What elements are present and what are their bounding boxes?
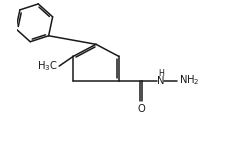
Text: H: H xyxy=(158,69,164,78)
Text: NH$_2$: NH$_2$ xyxy=(179,74,199,87)
Text: O: O xyxy=(138,104,145,114)
Text: H$_3$C: H$_3$C xyxy=(37,59,58,73)
Text: N: N xyxy=(157,76,164,86)
